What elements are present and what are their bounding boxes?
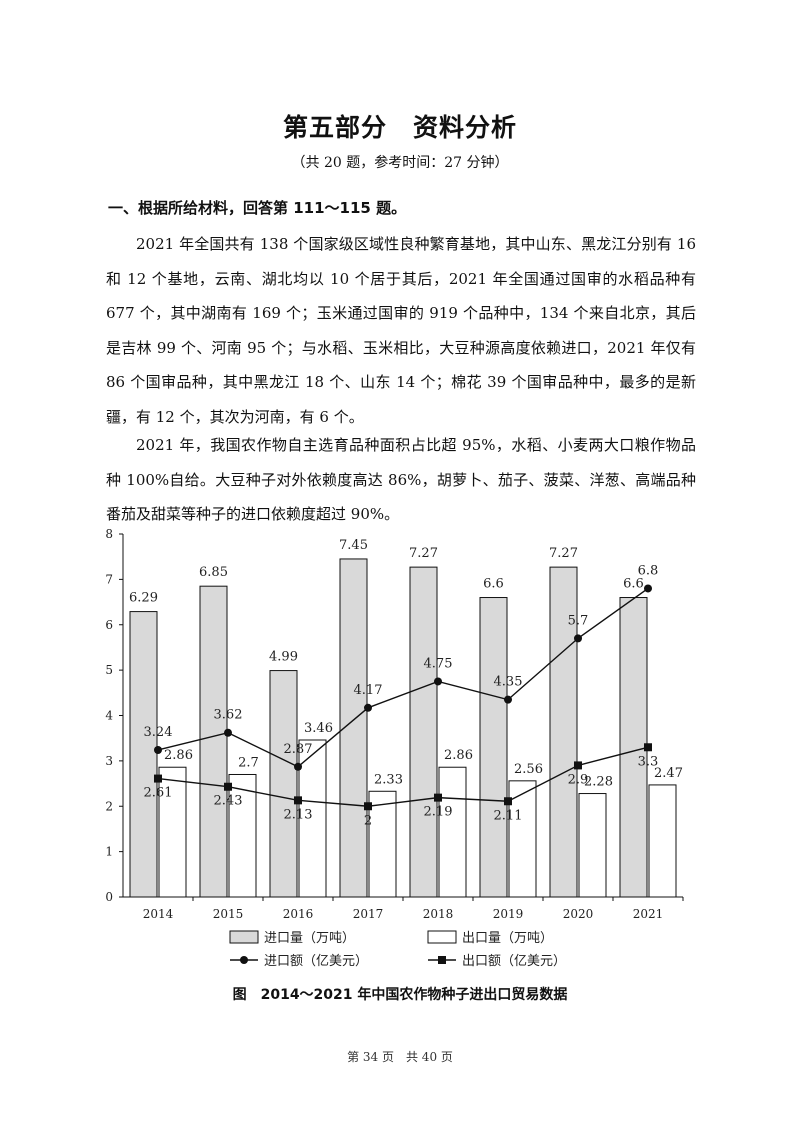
y-tick-label: 3 [105, 754, 113, 768]
legend-import-volume-swatch [229, 930, 259, 944]
y-tick-label: 2 [105, 799, 113, 813]
import-value-label: 3.62 [214, 708, 243, 723]
legend-import-value-marker [240, 956, 248, 964]
import-volume-bar [479, 597, 508, 898]
export-volume-label: 2.28 [584, 775, 613, 790]
x-tick-label: 2019 [493, 907, 524, 921]
page-footer: 第 34 页 共 40 页 [347, 1050, 453, 1064]
legend-label: 进口额（亿美元） [264, 954, 368, 969]
y-tick-label: 8 [105, 527, 113, 541]
export-value-label: 2.13 [284, 807, 313, 822]
trade-chart: 6.292.866.852.74.993.467.452.337.272.866… [105, 527, 684, 969]
import-value-point [644, 584, 652, 593]
export-value-label: 2.11 [494, 808, 523, 823]
import-volume-bar [129, 611, 158, 898]
import-value-point [364, 703, 372, 712]
export-value-point [574, 761, 582, 770]
import-value-point [574, 634, 582, 643]
legend-label: 出口量（万吨） [462, 931, 553, 946]
import-volume-label: 6.85 [199, 565, 228, 580]
x-tick-label: 2017 [353, 907, 384, 921]
y-tick-label: 6 [105, 618, 113, 632]
import-value-label: 2.87 [284, 742, 313, 757]
export-value-label: 2.19 [424, 805, 453, 820]
export-value-label: 2.9 [568, 772, 589, 787]
import-volume-bar [269, 670, 298, 898]
figure-caption: 图 2014～2021 年中国农作物种子进出口贸易数据 [232, 987, 568, 1003]
legend-export-value-marker [438, 956, 446, 964]
import-value-point [154, 745, 162, 754]
import-volume-bar [409, 566, 438, 898]
page-subtitle: （共 20 题，参考时间：27 分钟） [291, 155, 509, 171]
x-tick-label: 2014 [143, 907, 174, 921]
legend-label: 进口量（万吨） [264, 931, 355, 946]
import-value-label: 3.24 [144, 725, 173, 740]
export-value-label: 2.61 [144, 786, 173, 801]
export-volume-bar [158, 766, 187, 898]
page-title: 第五部分 资料分析 [282, 113, 517, 142]
import-volume-bar [199, 585, 228, 898]
export-volume-label: 3.46 [304, 721, 333, 736]
y-tick-label: 4 [105, 709, 113, 723]
x-tick-label: 2018 [423, 907, 454, 921]
import-volume-label: 6.29 [129, 591, 158, 606]
material-paragraph-2: 2021 年，我国农作物自主选育品种面积占比超 95%，水稻、小麦两大口粮作物品… [106, 436, 696, 523]
import-value-line [157, 587, 649, 768]
y-tick-label: 5 [105, 663, 113, 677]
import-value-point [504, 695, 512, 704]
import-value-label: 4.35 [494, 675, 523, 690]
x-tick-label: 2016 [283, 907, 314, 921]
import-volume-label: 6.6 [483, 577, 504, 592]
export-volume-bar [438, 766, 467, 898]
import-volume-label: 7.27 [549, 546, 578, 561]
legend-label: 出口额（亿美元） [462, 954, 566, 969]
export-value-label: 2 [364, 813, 372, 828]
x-tick-label: 2015 [213, 907, 244, 921]
import-volume-label: 6.6 [623, 577, 644, 592]
import-value-point [294, 762, 302, 771]
export-value-point [154, 774, 162, 783]
export-volume-bar [368, 790, 397, 898]
import-volume-label: 7.27 [409, 546, 438, 561]
export-volume-label: 2.86 [164, 748, 193, 763]
export-volume-label: 2.86 [444, 748, 473, 763]
import-volume-bar [619, 597, 648, 898]
x-tick-label: 2021 [633, 907, 664, 921]
export-value-point [364, 802, 372, 811]
import-volume-bar [549, 566, 578, 898]
import-value-label: 5.7 [568, 613, 589, 628]
export-volume-bar [228, 773, 257, 898]
import-volume-label: 4.99 [269, 650, 298, 665]
export-volume-label: 2.47 [654, 766, 683, 781]
y-tick-label: 7 [105, 572, 113, 586]
import-value-label: 4.17 [354, 683, 383, 698]
legend-export-volume-swatch [427, 930, 457, 944]
import-value-point [224, 728, 232, 737]
export-value-line [157, 746, 649, 807]
import-volume-label: 7.45 [339, 538, 368, 553]
export-value-point [504, 797, 512, 806]
export-value-point [294, 796, 302, 805]
export-volume-bar [648, 784, 677, 898]
export-value-label: 2.43 [214, 794, 243, 809]
export-volume-label: 2.33 [374, 772, 403, 787]
export-volume-label: 2.7 [238, 755, 259, 770]
material-paragraph-1: 2021 年全国共有 138 个国家级区域性良种繁育基地，其中山东、黑龙江分别有… [106, 235, 696, 426]
export-value-label: 3.3 [638, 754, 659, 769]
import-value-label: 6.8 [638, 563, 659, 578]
section-heading: 一、根据所给材料，回答第 111～115 题。 [108, 199, 407, 217]
export-volume-bar [578, 793, 607, 898]
y-tick-label: 0 [105, 890, 113, 904]
import-value-label: 4.75 [424, 656, 453, 671]
export-value-point [434, 793, 442, 802]
export-value-point [224, 782, 232, 791]
export-value-point [644, 743, 652, 752]
x-tick-label: 2020 [563, 907, 594, 921]
export-volume-label: 2.56 [514, 762, 543, 777]
y-tick-label: 1 [105, 845, 113, 859]
export-volume-bar [298, 739, 327, 898]
import-value-point [434, 677, 442, 686]
